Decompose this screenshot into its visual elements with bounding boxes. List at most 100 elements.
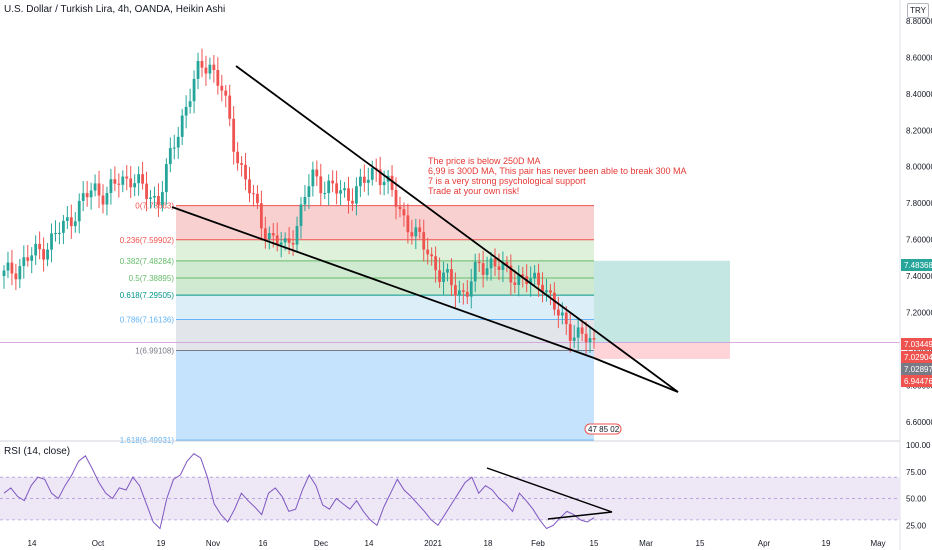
candle-body bbox=[73, 221, 77, 227]
candle-body bbox=[347, 188, 350, 201]
rsi-tick-label: 50.00 bbox=[906, 495, 927, 504]
fib-level-label: 0.5(7.38895) bbox=[129, 274, 175, 283]
fib-zone bbox=[176, 319, 594, 351]
rsi-upper-line[interactable] bbox=[486, 467, 613, 513]
candle-body bbox=[46, 249, 49, 260]
annotation-line: 6,99 is 300D MA, This pair has never bee… bbox=[428, 166, 687, 176]
currency-badge[interactable]: TRY bbox=[907, 3, 929, 18]
candle-body bbox=[121, 176, 125, 185]
candle-body bbox=[65, 217, 69, 221]
candle-body bbox=[446, 269, 449, 273]
candle-body bbox=[259, 203, 263, 229]
candle-body bbox=[358, 176, 362, 187]
candle-body bbox=[473, 261, 477, 282]
candle-body bbox=[236, 151, 240, 164]
fib-zone bbox=[176, 350, 594, 441]
candle-body bbox=[295, 225, 299, 245]
time-tick-label: Mar bbox=[639, 539, 653, 548]
time-tick-label: 14 bbox=[365, 539, 374, 548]
candle-body bbox=[580, 327, 584, 334]
fib-zone bbox=[176, 239, 594, 261]
candle-body bbox=[184, 106, 188, 116]
time-tick-label: 2021 bbox=[424, 539, 442, 548]
time-tick-label: Feb bbox=[531, 539, 545, 548]
candle-body bbox=[505, 262, 509, 266]
price-badge bbox=[901, 338, 932, 350]
upper-wedge-line[interactable] bbox=[235, 65, 679, 393]
candle-body bbox=[164, 164, 168, 193]
candle-body bbox=[232, 118, 236, 152]
candle-body bbox=[160, 192, 164, 205]
rsi-trendlines[interactable] bbox=[486, 467, 613, 520]
candle-body bbox=[196, 61, 200, 79]
rsi-lower-line[interactable] bbox=[547, 511, 613, 520]
candle-body bbox=[465, 291, 469, 297]
candle-body bbox=[58, 232, 61, 234]
candle-body bbox=[279, 242, 283, 245]
candle-body bbox=[176, 136, 180, 148]
rsi-axis: 25.00 50.00 75.00 100.00 bbox=[906, 441, 931, 530]
lower-wedge-line[interactable] bbox=[171, 206, 595, 359]
candle-body bbox=[287, 238, 291, 243]
price-badge bbox=[901, 351, 932, 363]
price-badge-label: 7.48368 bbox=[904, 261, 932, 270]
price-tick-label: 7.20000 bbox=[906, 308, 932, 317]
candle-body bbox=[14, 273, 18, 280]
candle-body bbox=[220, 85, 224, 91]
candle-body bbox=[438, 270, 441, 282]
candle-body bbox=[117, 183, 121, 185]
fibonacci-retracement[interactable]: 0(7.78663)0.236(7.59902)0.382(7.48284)0.… bbox=[120, 202, 594, 446]
price-badge bbox=[901, 363, 932, 375]
price-tick-label: 7.40000 bbox=[906, 272, 932, 281]
candle-body bbox=[10, 262, 14, 274]
candle-body bbox=[204, 67, 208, 74]
candle-body bbox=[54, 232, 57, 234]
candle-body bbox=[180, 115, 184, 137]
price-tick-label: 8.20000 bbox=[906, 126, 932, 135]
rsi-panel[interactable] bbox=[0, 453, 900, 530]
rsi-tick-label: 100.00 bbox=[906, 441, 931, 450]
candle-body bbox=[188, 101, 192, 107]
candle-body bbox=[351, 200, 354, 204]
candle-body bbox=[541, 284, 544, 293]
price-tick-label: 8.00000 bbox=[906, 163, 932, 172]
candle-body bbox=[355, 186, 358, 204]
rsi-tick-label: 25.00 bbox=[906, 521, 927, 530]
time-axis[interactable]: 14 Oct 19 Nov 16 Dec 14 2021 18 Feb 15 Mar 15 Apr 19 Ma… bbox=[28, 539, 886, 548]
candle-body bbox=[307, 186, 311, 197]
candle-body bbox=[430, 254, 434, 257]
candle-body bbox=[85, 193, 89, 198]
candle-body bbox=[501, 262, 505, 270]
candle-body bbox=[208, 64, 212, 74]
candle-body bbox=[153, 195, 156, 198]
candle-body bbox=[382, 181, 386, 186]
candle-body bbox=[485, 268, 489, 275]
candle-body bbox=[216, 70, 220, 86]
time-tick-label: 19 bbox=[822, 539, 831, 548]
price-tick-label: 8.60000 bbox=[906, 53, 932, 62]
fib-zone bbox=[176, 295, 594, 320]
annotation-line: 7 is a very strong psychological support bbox=[428, 176, 586, 186]
candle-body bbox=[240, 163, 243, 165]
candle-body bbox=[533, 272, 537, 279]
rsi-title: RSI (14, close) bbox=[4, 446, 71, 457]
mini-badge: 47 85 02 bbox=[584, 423, 622, 435]
candle-body bbox=[22, 257, 26, 267]
candle-body bbox=[517, 274, 521, 285]
fib-zone bbox=[176, 205, 594, 240]
time-tick-label: 15 bbox=[590, 539, 599, 548]
candle-body bbox=[105, 192, 109, 205]
candle-body bbox=[157, 195, 160, 205]
rsi-tick-label: 75.00 bbox=[906, 468, 927, 477]
annotation-text[interactable]: The price is below 250D MA 6,99 is 300D … bbox=[428, 156, 686, 196]
fib-level-label: 1(6.99108) bbox=[135, 347, 174, 356]
price-badge bbox=[901, 375, 932, 387]
candle-body bbox=[93, 183, 97, 191]
trendlines[interactable] bbox=[171, 65, 679, 393]
candle-body bbox=[339, 190, 342, 194]
candle-body bbox=[402, 209, 406, 216]
lower-wedge-extension[interactable] bbox=[593, 357, 679, 393]
candle-body bbox=[362, 176, 366, 183]
fib-zone bbox=[176, 260, 594, 279]
